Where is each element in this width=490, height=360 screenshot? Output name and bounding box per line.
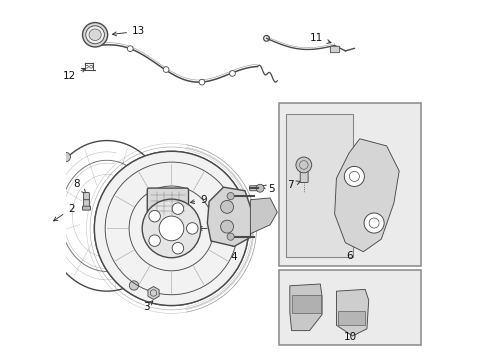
Text: 12: 12 <box>63 68 86 81</box>
Circle shape <box>159 216 184 241</box>
Text: 1: 1 <box>198 224 220 233</box>
FancyBboxPatch shape <box>300 168 308 183</box>
Circle shape <box>296 157 312 173</box>
Circle shape <box>61 152 71 162</box>
Text: 10: 10 <box>343 332 356 342</box>
FancyBboxPatch shape <box>84 193 89 200</box>
FancyBboxPatch shape <box>330 46 340 53</box>
Polygon shape <box>207 187 252 246</box>
FancyBboxPatch shape <box>279 270 421 345</box>
Polygon shape <box>290 284 322 330</box>
Circle shape <box>172 243 184 254</box>
Text: 5: 5 <box>262 184 275 194</box>
FancyBboxPatch shape <box>292 295 321 313</box>
FancyBboxPatch shape <box>250 186 259 191</box>
Circle shape <box>127 46 133 51</box>
Ellipse shape <box>86 26 104 44</box>
Circle shape <box>85 65 88 68</box>
Polygon shape <box>148 287 159 300</box>
Circle shape <box>199 79 205 85</box>
Circle shape <box>187 223 198 234</box>
Text: 11: 11 <box>310 33 331 44</box>
Circle shape <box>149 211 160 222</box>
Circle shape <box>227 193 234 200</box>
FancyBboxPatch shape <box>279 103 421 266</box>
Text: 13: 13 <box>113 26 146 36</box>
Circle shape <box>47 249 56 259</box>
Polygon shape <box>337 289 368 336</box>
Circle shape <box>220 220 234 233</box>
Circle shape <box>364 213 384 233</box>
Circle shape <box>149 235 160 246</box>
Circle shape <box>230 71 235 76</box>
Circle shape <box>90 65 93 68</box>
Circle shape <box>163 67 169 72</box>
FancyBboxPatch shape <box>84 199 89 208</box>
Circle shape <box>142 199 201 258</box>
FancyBboxPatch shape <box>82 206 91 210</box>
Circle shape <box>220 201 234 213</box>
Text: 7: 7 <box>287 180 300 190</box>
Ellipse shape <box>82 23 108 47</box>
Circle shape <box>95 151 248 306</box>
FancyBboxPatch shape <box>147 188 189 219</box>
Circle shape <box>227 233 234 240</box>
Text: 4: 4 <box>230 241 238 262</box>
FancyBboxPatch shape <box>338 311 365 325</box>
Circle shape <box>129 281 139 290</box>
Text: 2: 2 <box>53 204 74 221</box>
FancyBboxPatch shape <box>286 114 353 257</box>
Text: 3: 3 <box>143 301 153 312</box>
Text: 6: 6 <box>346 251 353 261</box>
Circle shape <box>344 166 365 186</box>
Ellipse shape <box>89 29 101 41</box>
Circle shape <box>172 203 184 214</box>
Circle shape <box>256 184 264 192</box>
Text: 9: 9 <box>191 195 207 205</box>
Polygon shape <box>250 198 277 234</box>
Text: 8: 8 <box>74 179 86 193</box>
Polygon shape <box>335 139 399 252</box>
